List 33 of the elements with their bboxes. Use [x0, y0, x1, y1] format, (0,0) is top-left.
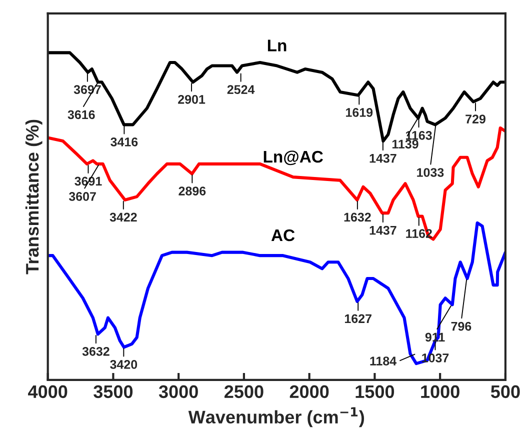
x-tick-label: 1500: [356, 385, 394, 398]
x-axis-title: Wavenumber (cm$^{−1}$): [188, 407, 364, 428]
annotation: 729: [466, 114, 486, 124]
annotation: 3632: [82, 346, 110, 356]
annotation: 3616: [68, 110, 95, 120]
annotation: 1033: [417, 168, 444, 177]
x-tick-label: 3500: [94, 385, 133, 398]
series-label: Ln@AC: [264, 150, 323, 166]
annotation: 1139: [392, 140, 418, 149]
annotation: 2524: [227, 85, 255, 94]
x-tick-label: 4000: [28, 385, 68, 398]
series-label: AC: [271, 229, 295, 242]
annotation: 2901: [178, 94, 206, 104]
x-tick-label: 500: [490, 385, 520, 398]
annotation: 1632: [344, 212, 371, 222]
x-tick-label: 2000: [290, 385, 329, 398]
annotation: 3420: [110, 360, 138, 369]
annotation: 1184: [370, 356, 397, 366]
annotation: 1437: [370, 154, 396, 163]
series-label: Ln: [268, 40, 286, 52]
annotation: 1627: [344, 314, 372, 324]
y-axis-title: Transmittance (%): [25, 120, 42, 274]
x-tick-label: 3000: [158, 385, 198, 398]
annotation: 3422: [110, 212, 137, 222]
annotation: 3416: [110, 138, 138, 146]
annotation: 1619: [346, 108, 373, 117]
x-tick-label: 1000: [421, 385, 460, 398]
annotation: 1163: [406, 130, 432, 140]
annotation: 1437: [370, 226, 396, 235]
annotation: 2896: [178, 186, 206, 196]
x-tick-label: 2500: [224, 385, 264, 398]
annotation: 3607: [68, 192, 96, 201]
annotation: 796: [451, 322, 472, 331]
